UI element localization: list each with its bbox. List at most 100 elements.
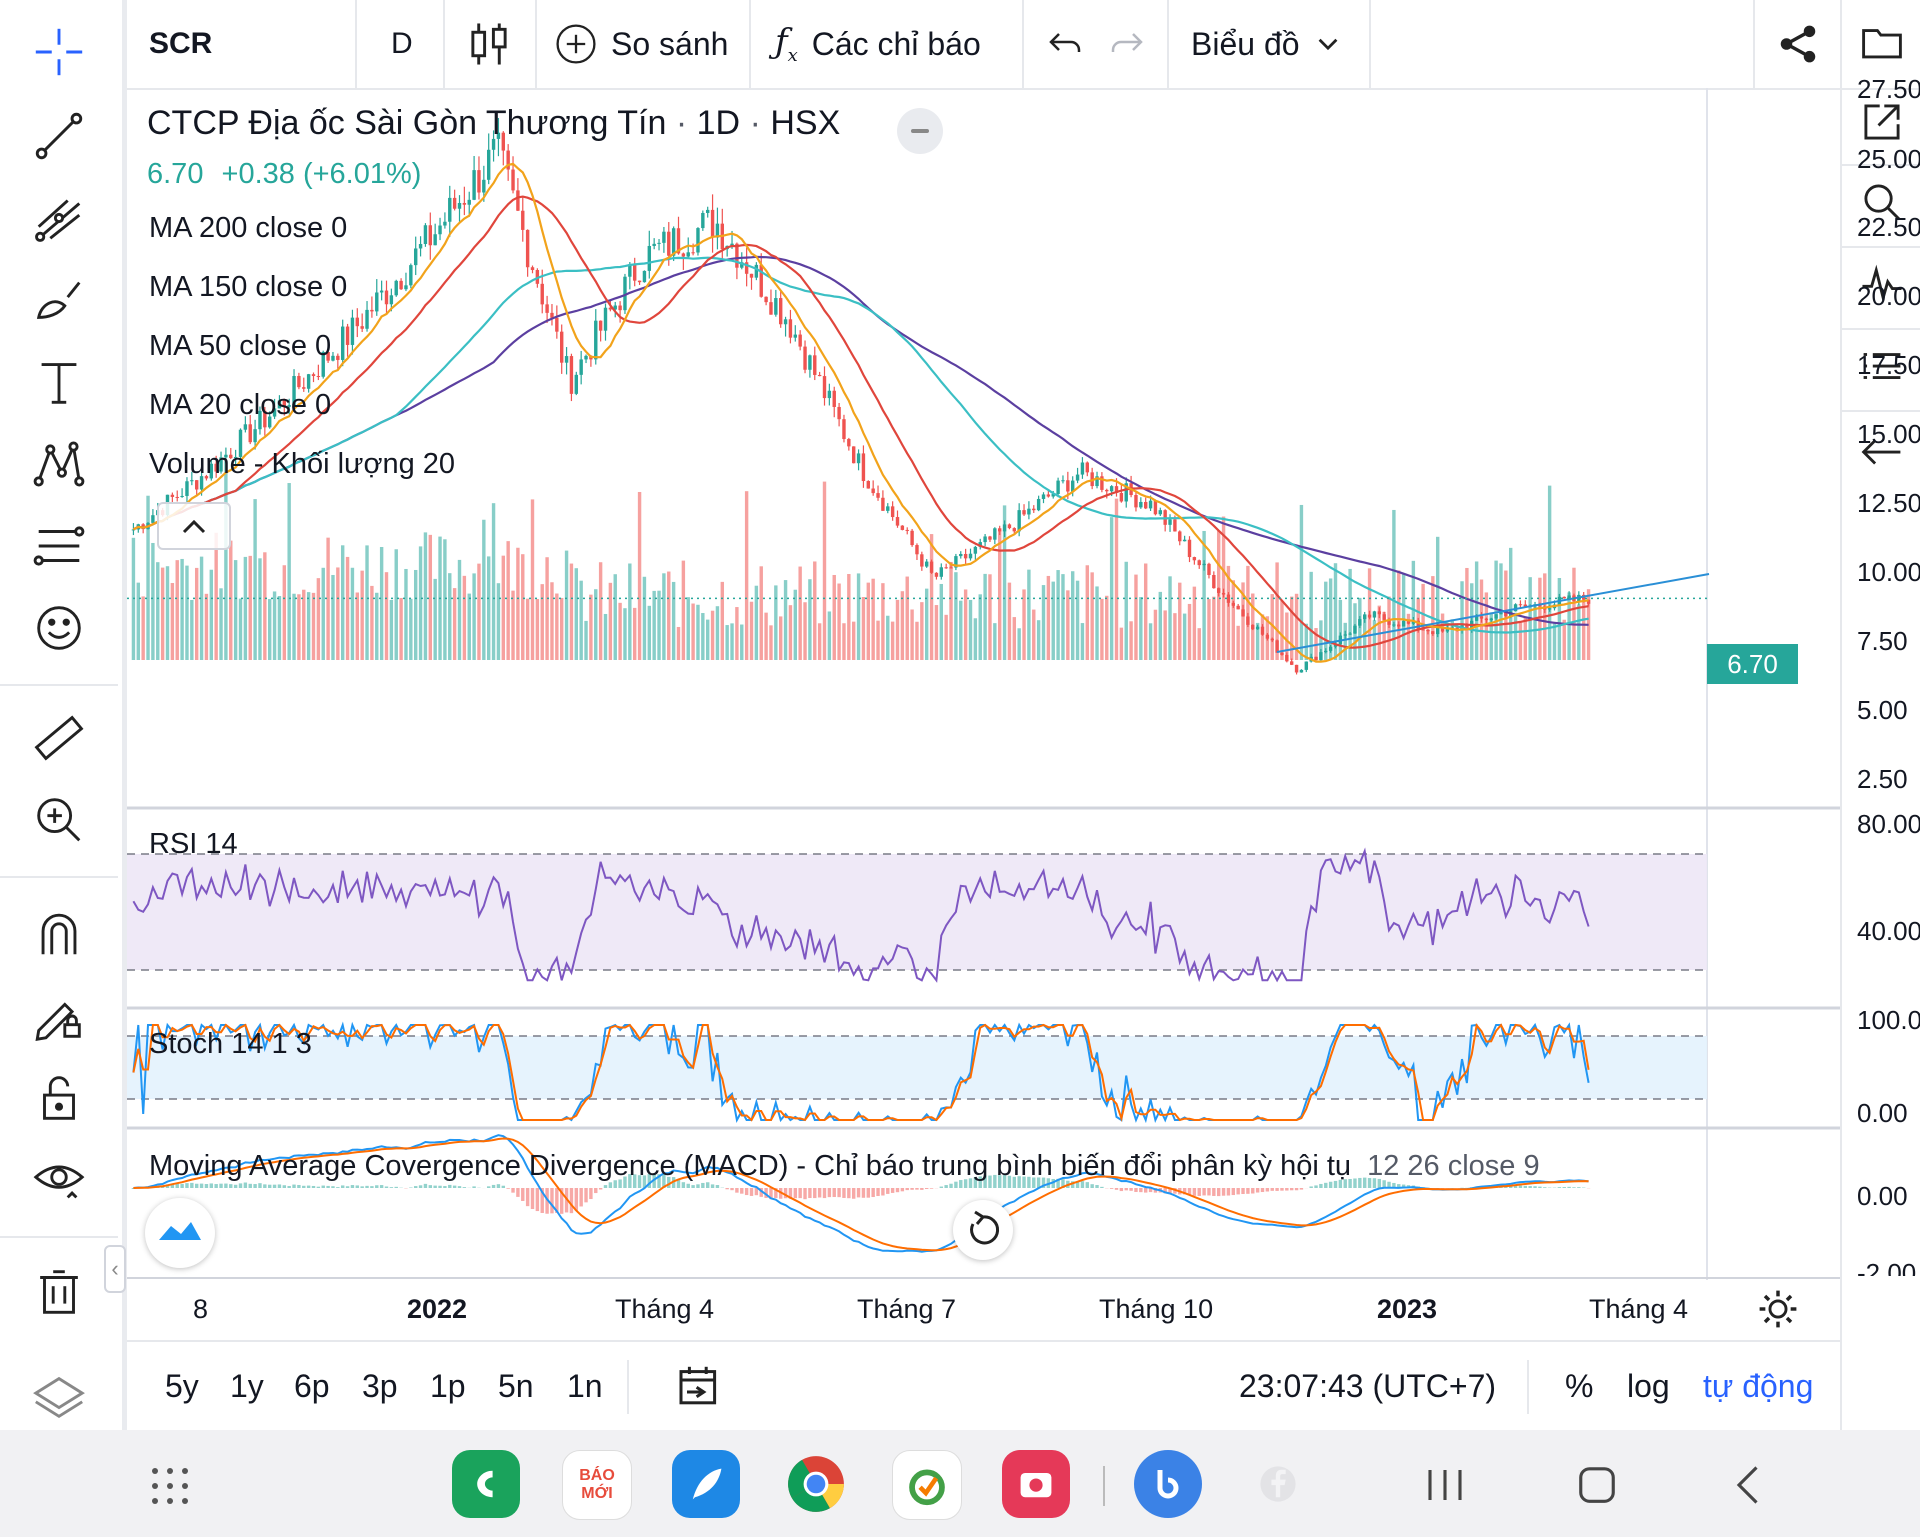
candles-icon[interactable]: [467, 0, 511, 88]
feather-app-icon[interactable]: [672, 1450, 740, 1518]
baomoi-app-icon[interactable]: BÁO MỚI: [562, 1450, 632, 1520]
smiley-icon[interactable]: [24, 598, 94, 658]
undo-icon[interactable]: [1045, 0, 1085, 88]
candle-body: [1319, 652, 1323, 661]
macd-histogram-bar: [910, 1188, 914, 1190]
recent-apps-icon[interactable]: [1420, 1460, 1470, 1515]
candle-body: [1139, 501, 1143, 508]
macd-legend[interactable]: Moving Average Covergence Divergence (MA…: [149, 1150, 1540, 1183]
log-toggle[interactable]: log: [1627, 1368, 1670, 1404]
macd-histogram-bar: [813, 1188, 817, 1199]
redo-icon[interactable]: [1107, 0, 1147, 88]
volume-bar: [282, 565, 287, 660]
text-tool-icon[interactable]: [24, 352, 94, 412]
candle-body: [1435, 627, 1440, 635]
macd-histogram-bar: [1007, 1175, 1012, 1188]
symbol-search[interactable]: SCR: [149, 27, 213, 60]
range-1y[interactable]: 1y: [230, 1368, 264, 1404]
volume-bar: [1148, 623, 1153, 660]
pattern-icon[interactable]: [24, 434, 94, 494]
chrome-app-icon[interactable]: [782, 1450, 850, 1518]
list-icon[interactable]: [1852, 336, 1912, 396]
lock-icon[interactable]: [24, 1068, 94, 1128]
fib-retracement-icon[interactable]: [24, 516, 94, 576]
volume-bar: [671, 581, 676, 660]
interval-button[interactable]: D: [391, 27, 413, 60]
search-icon[interactable]: [1852, 172, 1912, 232]
candle-body: [915, 545, 919, 555]
trash-icon[interactable]: [24, 1262, 94, 1322]
candle-body: [1134, 495, 1138, 508]
app-drawer-icon[interactable]: [150, 1466, 190, 1511]
volume-bar: [482, 519, 486, 660]
brush-icon[interactable]: [24, 270, 94, 330]
pencil-lock-icon[interactable]: [24, 986, 94, 1046]
bixby-app-icon[interactable]: [1134, 1450, 1202, 1518]
candle-body: [959, 553, 963, 557]
candle-body: [1367, 614, 1372, 618]
volume-bar: [1202, 530, 1206, 660]
compare-button[interactable]: So sánh: [553, 0, 728, 88]
volume-bar: [944, 614, 948, 660]
legend-exchange: HSX: [770, 104, 841, 142]
reset-chart-icon[interactable]: [953, 1200, 1013, 1260]
range-5y[interactable]: 5y: [165, 1368, 199, 1404]
pitchfork-icon[interactable]: [24, 188, 94, 248]
ma20-legend[interactable]: MA 20 close 0: [149, 389, 332, 421]
collapse-toolbar-chevron-icon[interactable]: ‹: [104, 1245, 126, 1293]
magnet-icon[interactable]: [24, 904, 94, 964]
rsi-legend[interactable]: RSI 14: [149, 828, 238, 860]
eye-icon[interactable]: [24, 1150, 94, 1210]
ma50-legend[interactable]: MA 50 close 0: [149, 330, 332, 362]
macd-histogram-bar: [1070, 1181, 1075, 1188]
cleaner-app-icon[interactable]: [892, 1450, 962, 1520]
candle-body: [803, 346, 807, 370]
settings-gear-icon[interactable]: [1755, 1286, 1801, 1332]
volume-bar: [1105, 595, 1109, 660]
clock-timezone[interactable]: 23:07:43 (UTC+7): [1239, 1368, 1497, 1404]
volume-legend[interactable]: Volume - Khối lượng 20: [149, 448, 456, 480]
facebook-app-icon[interactable]: [1244, 1450, 1312, 1518]
folder-icon[interactable]: [1852, 12, 1912, 72]
layers-icon[interactable]: [24, 1366, 94, 1426]
stoch-legend[interactable]: Stoch 14 1 3: [149, 1028, 312, 1060]
phone-app-icon[interactable]: [452, 1450, 520, 1518]
collapse-legend-button[interactable]: [897, 108, 943, 154]
volume-bar: [793, 589, 798, 660]
price-chart[interactable]: [127, 88, 1840, 1280]
collapse-legend-chevron[interactable]: [157, 502, 231, 550]
candle-body: [389, 295, 394, 305]
ma200-legend[interactable]: MA 200 close 0: [149, 212, 348, 244]
macd-histogram-bar: [959, 1180, 963, 1188]
candle-body: [545, 304, 549, 313]
candle-body: [438, 225, 442, 235]
camera-app-icon[interactable]: [1002, 1450, 1070, 1518]
candle-body: [1324, 650, 1328, 653]
range-5d[interactable]: 5n: [498, 1368, 534, 1404]
range-1m[interactable]: 1p: [430, 1368, 466, 1404]
chart-type-dropdown[interactable]: Biểu đồ: [1191, 0, 1342, 88]
macd-histogram-bar: [589, 1188, 593, 1200]
chart-area[interactable]: CTCP Địa ốc Sài Gòn Thương Tín · 1D · HS…: [127, 74, 1920, 1328]
home-button-icon[interactable]: [1572, 1460, 1622, 1515]
macd-histogram-bar: [1289, 1188, 1294, 1191]
percent-toggle[interactable]: %: [1565, 1368, 1594, 1404]
ma150-legend[interactable]: MA 150 close 0: [149, 271, 348, 303]
back-button-icon[interactable]: [1724, 1460, 1774, 1515]
open-external-icon[interactable]: [1852, 92, 1912, 152]
crosshair-icon[interactable]: [24, 22, 94, 82]
volume-bar: [194, 567, 199, 660]
share-icon[interactable]: [1775, 0, 1821, 88]
range-6m[interactable]: 6p: [294, 1368, 330, 1404]
zoom-in-icon[interactable]: [24, 790, 94, 850]
pulse-icon[interactable]: [1852, 254, 1912, 314]
range-1d[interactable]: 1n: [567, 1368, 603, 1404]
indicators-button[interactable]: ƒx Các chỉ báo: [775, 0, 981, 88]
trend-line-icon[interactable]: [24, 106, 94, 166]
range-3m[interactable]: 3p: [362, 1368, 398, 1404]
auto-scale-toggle[interactable]: tự động: [1703, 1368, 1814, 1404]
back-arrow-icon[interactable]: [1852, 422, 1912, 482]
calendar-goto-icon[interactable]: [675, 1362, 723, 1415]
ruler-icon[interactable]: [24, 708, 94, 768]
tradingview-logo-icon[interactable]: [145, 1198, 215, 1268]
